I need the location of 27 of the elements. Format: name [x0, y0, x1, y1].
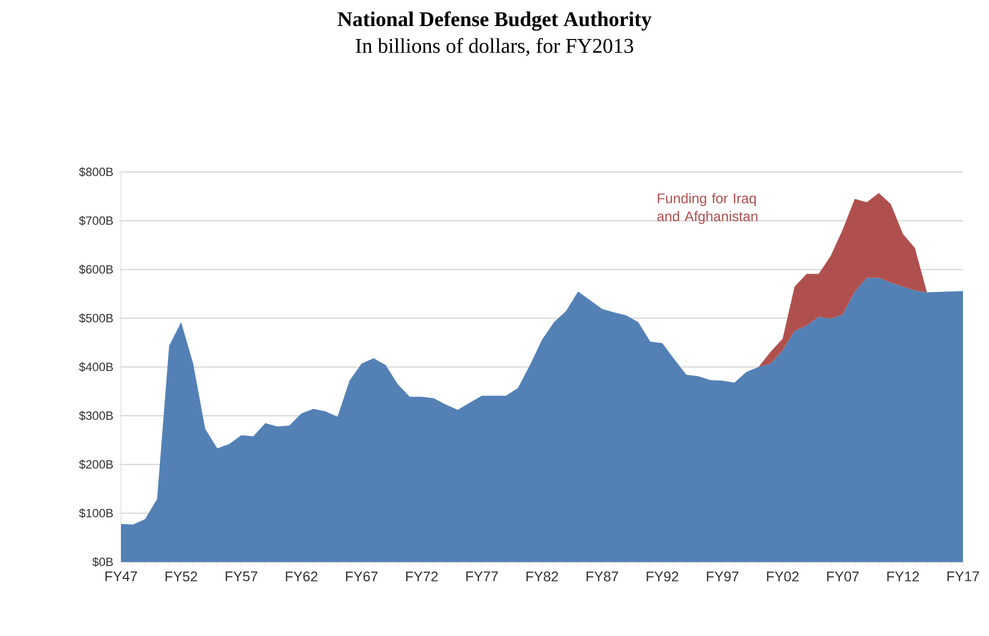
- x-tick-label: FY92: [646, 572, 678, 582]
- y-tick-label: $600B: [79, 264, 113, 274]
- x-tick-label: FY62: [286, 572, 318, 582]
- x-tick-label: FY97: [706, 572, 738, 582]
- x-tick-label: FY67: [346, 572, 378, 582]
- x-tick-label: FY07: [827, 572, 859, 582]
- chart-subtitle: In billions of dollars, for FY2013: [356, 38, 634, 56]
- y-tick-label: $800B: [79, 167, 113, 177]
- x-tick-label: FY02: [767, 572, 799, 582]
- text: Funding for Iraq and Afghanistan: [657, 193, 758, 224]
- x-tick-label: FY52: [166, 572, 198, 582]
- x-tick-label: FY87: [586, 572, 618, 582]
- chart-title: National Defense Budget Authority: [338, 11, 652, 31]
- x-tick-label: FY77: [466, 572, 498, 582]
- y-tick-label: $200B: [79, 460, 113, 470]
- x-tick-label: FY12: [887, 572, 919, 582]
- x-tick-label: FY57: [226, 572, 258, 582]
- x-tick-label: FY17: [947, 572, 979, 582]
- y-tick-label: $700B: [79, 216, 113, 226]
- y-tick-label: $0B: [92, 557, 113, 567]
- y-tick-label: $500B: [79, 313, 113, 324]
- y-tick-label: $100B: [79, 508, 113, 518]
- y-tick-label: $400B: [79, 362, 113, 372]
- x-tick-label: FY72: [406, 572, 438, 582]
- x-tick-label: FY82: [526, 572, 558, 582]
- x-tick-label: FY47: [105, 572, 137, 582]
- y-tick-label: $300B: [79, 410, 113, 421]
